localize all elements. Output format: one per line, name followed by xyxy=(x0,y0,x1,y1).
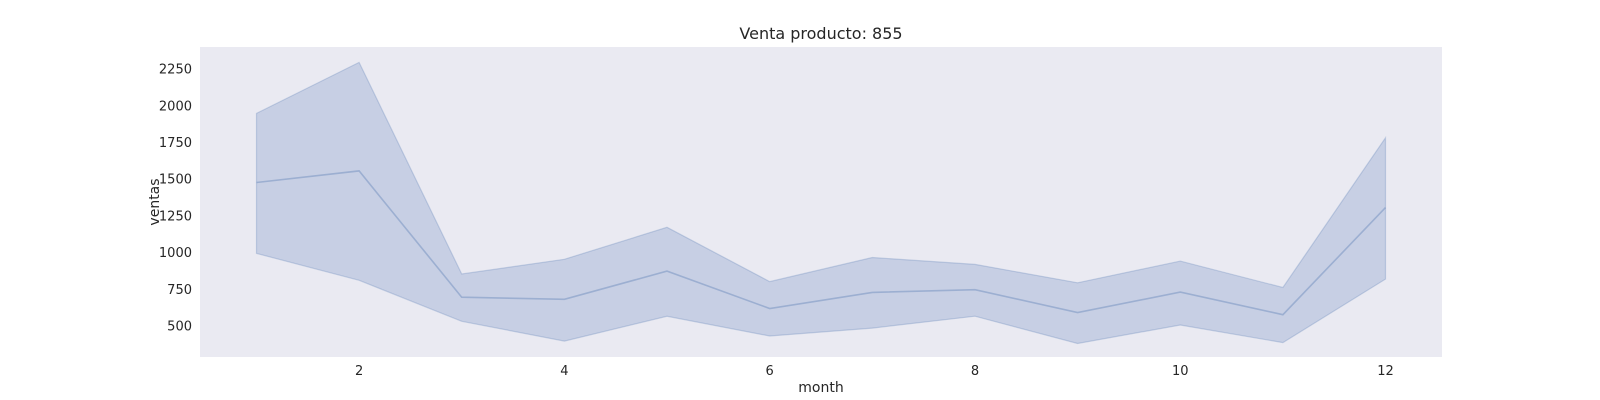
y-tick-label: 1000 xyxy=(159,246,192,261)
y-tick-label: 1750 xyxy=(159,136,192,151)
confidence-band-layer xyxy=(255,61,1387,345)
y-tick-label: 2000 xyxy=(159,99,192,114)
plot-area xyxy=(200,47,1442,357)
y-tick-label: 2250 xyxy=(159,63,192,78)
x-tick-label: 4 xyxy=(560,364,568,379)
y-tick-label: 1250 xyxy=(159,209,192,224)
y-axis-label: ventas xyxy=(147,178,163,225)
x-axis-label: month xyxy=(798,380,843,396)
y-tick-label: 1500 xyxy=(159,173,192,188)
x-axis-ticks: 2 4 6 8 10 12 xyxy=(355,364,1394,379)
chart-title: Venta producto: 855 xyxy=(739,24,902,43)
confidence-band xyxy=(255,61,1387,345)
series-line xyxy=(256,170,1387,316)
x-tick-label: 8 xyxy=(971,364,979,379)
y-tick-label: 500 xyxy=(167,320,192,335)
x-tick-label: 6 xyxy=(766,364,774,379)
series-line-layer xyxy=(256,170,1387,316)
x-tick-label: 2 xyxy=(355,364,363,379)
y-axis-ticks: 500 750 1000 1250 1500 1750 2000 2250 xyxy=(159,63,192,335)
x-tick-label: 10 xyxy=(1172,364,1189,379)
x-tick-label: 12 xyxy=(1377,364,1394,379)
y-tick-label: 750 xyxy=(167,283,192,298)
